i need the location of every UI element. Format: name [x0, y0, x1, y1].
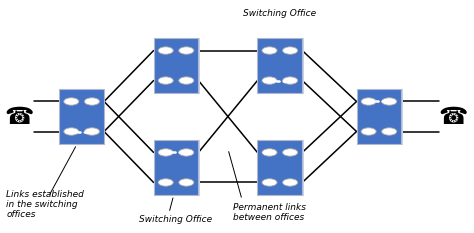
- Circle shape: [64, 128, 79, 135]
- FancyBboxPatch shape: [155, 38, 200, 94]
- Circle shape: [382, 128, 397, 135]
- Circle shape: [84, 128, 100, 135]
- Circle shape: [158, 179, 173, 186]
- FancyBboxPatch shape: [257, 38, 302, 93]
- Text: ☎: ☎: [439, 104, 468, 129]
- FancyBboxPatch shape: [154, 140, 199, 195]
- Circle shape: [179, 47, 194, 54]
- Circle shape: [361, 98, 376, 105]
- Circle shape: [158, 77, 173, 84]
- Text: Switching Office: Switching Office: [243, 9, 317, 18]
- Circle shape: [262, 149, 277, 156]
- Circle shape: [84, 98, 100, 105]
- FancyBboxPatch shape: [356, 89, 401, 144]
- Circle shape: [179, 77, 194, 84]
- Circle shape: [361, 128, 376, 135]
- Circle shape: [382, 98, 397, 105]
- FancyBboxPatch shape: [154, 38, 199, 93]
- Circle shape: [158, 149, 173, 156]
- Circle shape: [179, 149, 194, 156]
- FancyBboxPatch shape: [155, 140, 200, 196]
- Circle shape: [283, 47, 298, 54]
- Circle shape: [64, 98, 79, 105]
- FancyBboxPatch shape: [59, 89, 104, 144]
- FancyBboxPatch shape: [259, 140, 304, 196]
- FancyBboxPatch shape: [259, 38, 304, 94]
- Circle shape: [262, 77, 277, 84]
- Circle shape: [283, 149, 298, 156]
- FancyBboxPatch shape: [61, 89, 106, 145]
- Text: Links established
in the switching
offices: Links established in the switching offic…: [6, 190, 84, 219]
- FancyBboxPatch shape: [257, 140, 302, 195]
- Text: ☎: ☎: [5, 104, 34, 129]
- Circle shape: [283, 179, 298, 186]
- Text: Permanent links
between offices: Permanent links between offices: [233, 203, 306, 222]
- Circle shape: [158, 47, 173, 54]
- Circle shape: [179, 179, 194, 186]
- Circle shape: [262, 179, 277, 186]
- Circle shape: [262, 47, 277, 54]
- Text: Switching Office: Switching Office: [139, 215, 212, 224]
- FancyBboxPatch shape: [358, 89, 403, 145]
- Circle shape: [283, 77, 298, 84]
